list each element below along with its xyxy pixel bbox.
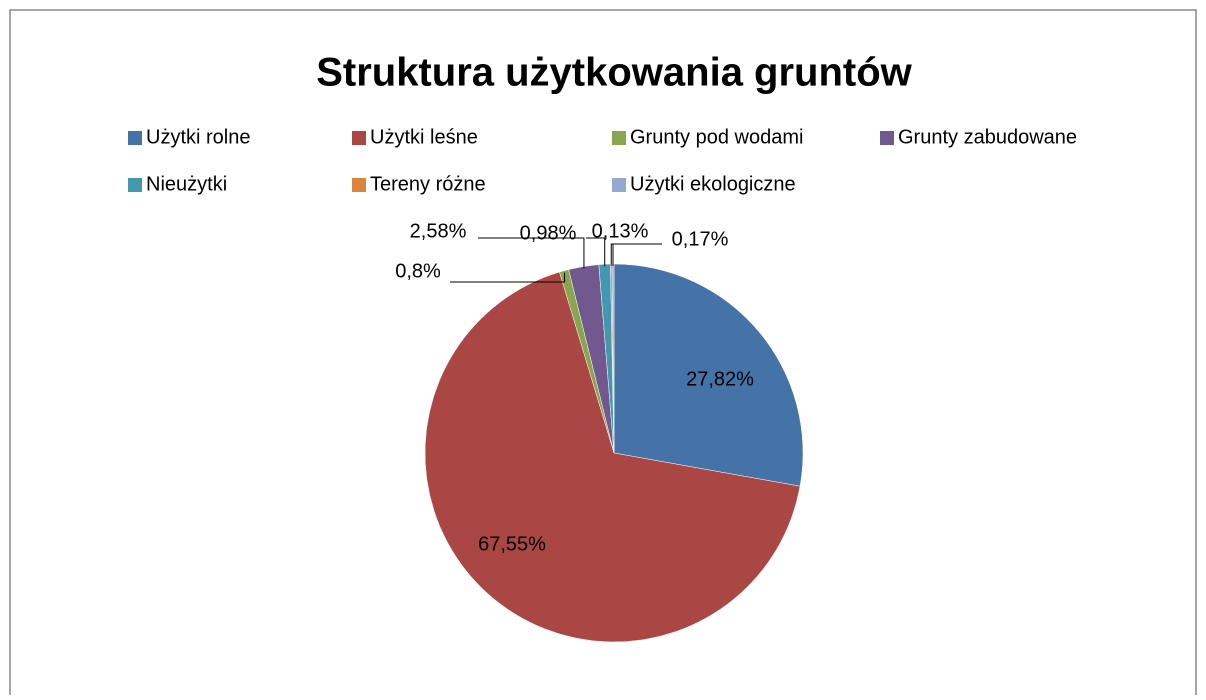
legend-swatch	[128, 178, 142, 192]
legend-swatch	[612, 178, 626, 192]
data-label: 0,13%	[592, 220, 649, 242]
legend-label: Użytki leśne	[370, 126, 478, 148]
legend-swatch	[352, 178, 366, 192]
leader-line	[586, 237, 606, 267]
leader-line	[612, 243, 662, 267]
leader-line	[478, 237, 585, 269]
legend-label: Użytki rolne	[146, 126, 250, 148]
pie-slice	[613, 263, 804, 487]
data-label: 0,98%	[520, 222, 577, 244]
legend-swatch	[128, 131, 142, 145]
legend-swatch	[352, 131, 366, 145]
leader-line	[450, 272, 566, 283]
chart-title: Struktura użytkowania gruntów	[316, 51, 912, 95]
legend-label: Użytki ekologiczne	[630, 173, 796, 195]
data-label: 27,82%	[686, 368, 754, 390]
legend-label: Grunty pod wodami	[630, 126, 803, 148]
data-label: 2,58%	[410, 220, 467, 242]
legend-label: Grunty zabudowane	[898, 126, 1077, 148]
data-label: 67,55%	[478, 533, 546, 555]
data-label: 0,8%	[395, 260, 441, 282]
legend-label: Tereny różne	[370, 173, 486, 195]
data-label: 0,17%	[672, 228, 729, 250]
legend-swatch	[612, 131, 626, 145]
legend-label: Nieużytki	[146, 173, 227, 195]
pie-slice	[424, 271, 801, 643]
legend-swatch	[880, 131, 894, 145]
